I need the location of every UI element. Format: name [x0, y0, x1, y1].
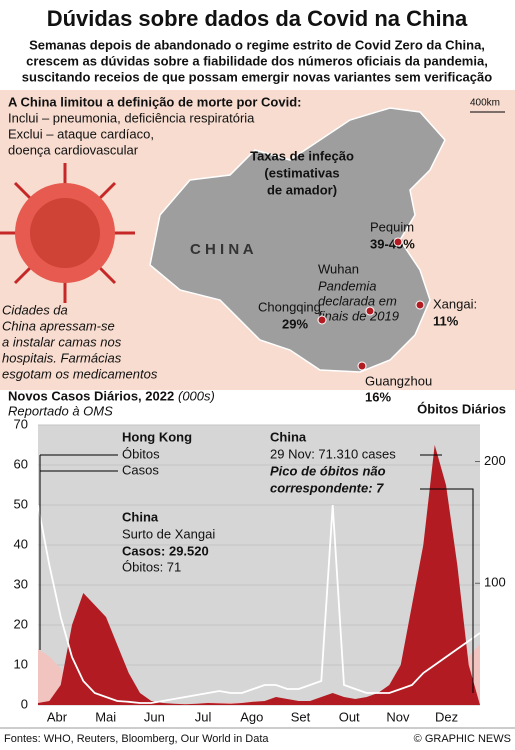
- subtitle: suscitando receios de que possam emergir…: [22, 69, 492, 84]
- definition-title: A China limitou a definição de morte por…: [8, 94, 301, 109]
- series-line: [37, 504, 481, 704]
- subtitle: Semanas depois de abandonado o regime es…: [29, 37, 485, 52]
- x-tick-label: Jun: [144, 709, 165, 724]
- annotation: Casos: 29.520: [122, 543, 209, 558]
- leader: [420, 454, 474, 693]
- caption: hospitais. Farmácias: [2, 350, 122, 365]
- caption: esgotam os medicamentos: [2, 366, 158, 381]
- definition-line: Exclui – ataque cardíaco,: [8, 126, 154, 141]
- x-tick-label: Mai: [95, 709, 116, 724]
- definition-line: doença cardiovascular: [8, 142, 139, 157]
- infection-title: Taxas de infeção: [250, 148, 354, 163]
- y-tick-label: 10: [14, 656, 28, 671]
- x-tick-label: Out: [339, 709, 360, 724]
- y2-tick-label: 100: [484, 575, 506, 590]
- city-note: finais de 2019: [318, 308, 399, 323]
- city-dot: [365, 306, 375, 316]
- annotation: Óbitos: 71: [122, 559, 181, 574]
- annotation: Hong Kong: [122, 429, 192, 444]
- x-tick-label: Jul: [195, 709, 212, 724]
- y-tick-label: 20: [14, 616, 28, 631]
- annotation: Pico de óbitos não: [270, 463, 386, 478]
- x-tick-label: Set: [291, 709, 311, 724]
- annotation: Surto de Xangai: [122, 526, 215, 541]
- city-dot: [415, 300, 425, 310]
- city-name: Chongqing: [258, 299, 321, 314]
- caption: a instalar camas nos: [2, 334, 122, 349]
- y2-title: Óbitos Diários: [417, 401, 506, 416]
- caption: Cidades da: [2, 302, 68, 317]
- city-name: Pequim: [370, 219, 414, 234]
- y-tick-label: 60: [14, 456, 28, 471]
- caption: China apressam-se: [2, 318, 115, 333]
- city-note: Pandemia: [318, 278, 377, 293]
- x-tick-label: Ago: [240, 709, 263, 724]
- legend-entry: Óbitos: [122, 446, 160, 461]
- y-tick-label: 40: [14, 536, 28, 551]
- infection-title: de amador): [267, 182, 337, 197]
- sources: Fontes: WHO, Reuters, Bloomberg, Our Wor…: [4, 733, 269, 745]
- credit: © GRAPHIC NEWS: [414, 733, 511, 745]
- y-tick-label: 50: [14, 496, 28, 511]
- y2-tick-label: 200: [484, 453, 506, 468]
- annotation: China: [270, 429, 307, 444]
- x-tick-label: Abr: [47, 709, 68, 724]
- city-rate: 29%: [282, 316, 308, 331]
- city-dot: [317, 315, 327, 325]
- city-name: Wuhan: [318, 261, 359, 276]
- annotation: correspondente: 7: [270, 480, 384, 495]
- chart-title: Novos Casos Diários, 2022: [8, 388, 174, 403]
- city-name: Guangzhou: [365, 373, 432, 388]
- legend-entry: Casos: [122, 462, 159, 477]
- annotation: 29 Nov: 71.310 cases: [270, 446, 396, 461]
- infection-title: (estimativas: [264, 165, 339, 180]
- subtitle: crescem as dúvidas sobre a fiabilidade d…: [26, 53, 488, 68]
- city-rate: 16%: [365, 389, 391, 404]
- title: Dúvidas sobre dados da Covid na China: [47, 6, 468, 31]
- x-tick-label: Nov: [386, 709, 410, 724]
- city-rate: 39-45%: [370, 236, 415, 251]
- y-tick-label: 30: [14, 576, 28, 591]
- city-note: declarada em: [318, 293, 397, 308]
- city-dot: [357, 361, 367, 371]
- y-tick-label: 0: [21, 696, 28, 711]
- x-tick-label: Dez: [435, 709, 458, 724]
- leader: [39, 454, 118, 650]
- chart-unit: (000s): [178, 388, 215, 403]
- chart-subtitle: Reportado à OMS: [8, 403, 113, 418]
- city-dot: [393, 237, 403, 247]
- virus: [0, 163, 135, 303]
- city-rate: 11%: [433, 313, 459, 328]
- city-name: Xangai:: [433, 296, 477, 311]
- annotation: China: [122, 509, 159, 524]
- definition-line: Inclui – pneumonia, deficiência respirat…: [8, 110, 255, 125]
- y-tick-label: 70: [14, 416, 28, 431]
- country-label: C H I N A: [190, 241, 254, 258]
- scale-label: 400km: [470, 98, 500, 109]
